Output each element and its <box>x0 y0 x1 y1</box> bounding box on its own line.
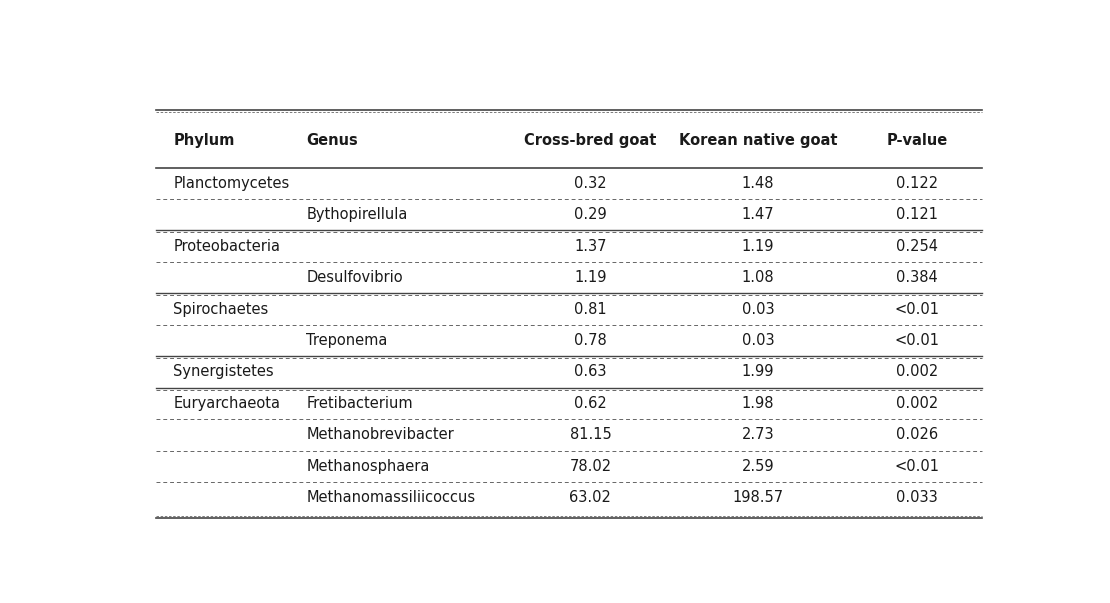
Text: 1.99: 1.99 <box>741 364 775 379</box>
Text: 0.002: 0.002 <box>896 364 938 379</box>
Text: 0.121: 0.121 <box>896 207 938 223</box>
Text: 198.57: 198.57 <box>733 490 784 505</box>
Text: 1.08: 1.08 <box>741 270 775 285</box>
Text: Phylum: Phylum <box>173 133 234 148</box>
Text: Spirochaetes: Spirochaetes <box>173 302 269 317</box>
Text: Synergistetes: Synergistetes <box>173 364 274 379</box>
Text: <0.01: <0.01 <box>895 459 940 474</box>
Text: P-value: P-value <box>887 133 948 148</box>
Text: 81.15: 81.15 <box>569 428 612 443</box>
Text: 0.32: 0.32 <box>574 175 607 191</box>
Text: 0.384: 0.384 <box>897 270 938 285</box>
Text: 0.78: 0.78 <box>574 333 607 348</box>
Text: 1.47: 1.47 <box>741 207 775 223</box>
Text: 1.48: 1.48 <box>741 175 775 191</box>
Text: 0.033: 0.033 <box>897 490 938 505</box>
Text: Cross-bred goat: Cross-bred goat <box>524 133 657 148</box>
Text: Proteobacteria: Proteobacteria <box>173 239 280 254</box>
Text: 0.81: 0.81 <box>574 302 607 317</box>
Text: Fretibacterium: Fretibacterium <box>306 396 413 411</box>
Text: 0.63: 0.63 <box>574 364 607 379</box>
Text: 0.122: 0.122 <box>896 175 938 191</box>
Text: 0.03: 0.03 <box>741 302 775 317</box>
Text: 78.02: 78.02 <box>569 459 612 474</box>
Text: Genus: Genus <box>306 133 359 148</box>
Text: 63.02: 63.02 <box>569 490 612 505</box>
Text: 0.002: 0.002 <box>896 396 938 411</box>
Text: 0.254: 0.254 <box>896 239 938 254</box>
Text: Korean native goat: Korean native goat <box>679 133 837 148</box>
Text: 0.03: 0.03 <box>741 333 775 348</box>
Text: 0.29: 0.29 <box>574 207 607 223</box>
Text: 0.026: 0.026 <box>896 428 938 443</box>
Text: 0.62: 0.62 <box>574 396 607 411</box>
Text: Planctomycetes: Planctomycetes <box>173 175 290 191</box>
Text: Bythopirellula: Bythopirellula <box>306 207 407 223</box>
Text: 1.19: 1.19 <box>741 239 775 254</box>
Text: 1.98: 1.98 <box>741 396 775 411</box>
Text: Methanobrevibacter: Methanobrevibacter <box>306 428 454 443</box>
Text: <0.01: <0.01 <box>895 302 940 317</box>
Text: <0.01: <0.01 <box>895 333 940 348</box>
Text: Desulfovibrio: Desulfovibrio <box>306 270 403 285</box>
Text: Methanomassiliicoccus: Methanomassiliicoccus <box>306 490 475 505</box>
Text: 2.59: 2.59 <box>741 459 775 474</box>
Text: Methanosphaera: Methanosphaera <box>306 459 430 474</box>
Text: Treponema: Treponema <box>306 333 387 348</box>
Text: 1.19: 1.19 <box>574 270 607 285</box>
Text: Euryarchaeota: Euryarchaeota <box>173 396 280 411</box>
Text: 1.37: 1.37 <box>574 239 607 254</box>
Text: 2.73: 2.73 <box>741 428 775 443</box>
